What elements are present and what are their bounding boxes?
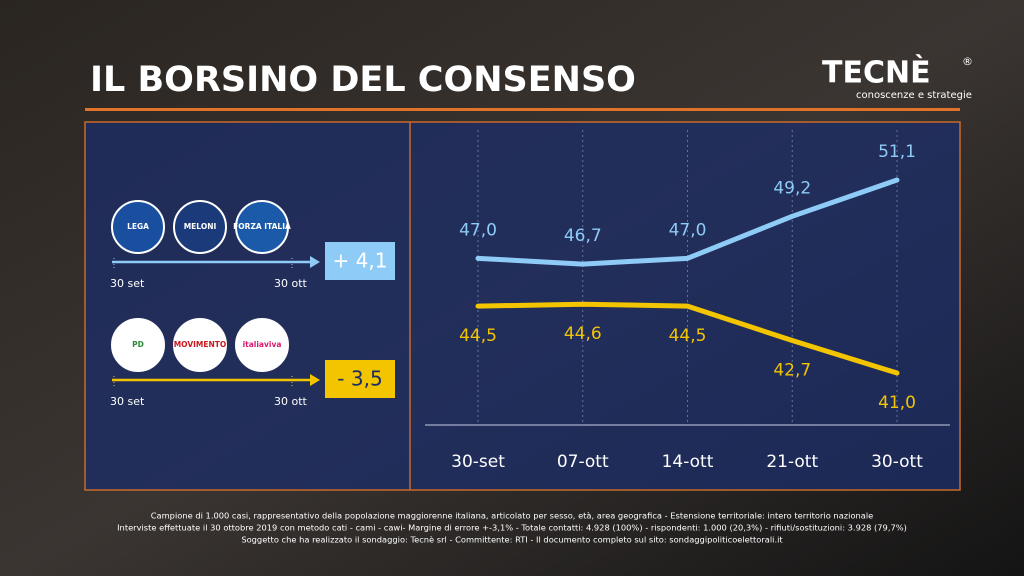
- x-tick-label: 30-set: [451, 452, 505, 472]
- data-label: 46,7: [564, 226, 602, 246]
- title-rule: [85, 108, 960, 111]
- party-logo: [173, 318, 227, 372]
- brand-mark: ®: [962, 55, 973, 68]
- footer-line: Soggetto che ha realizzato il sondaggio:…: [241, 535, 783, 545]
- arrow-head: [310, 256, 320, 268]
- data-label: 49,2: [773, 178, 811, 198]
- data-label: 47,0: [669, 220, 707, 240]
- x-tick-label: 14-ott: [662, 452, 714, 472]
- party-name: italiaviva: [243, 340, 282, 349]
- footer: Campione di 1.000 casi, rappresentativo …: [117, 511, 907, 545]
- data-label: 44,5: [669, 326, 707, 346]
- party-logo: [235, 318, 289, 372]
- x-tick-label: 07-ott: [557, 452, 609, 472]
- series-line: [475, 301, 900, 376]
- change-box: [325, 242, 395, 280]
- footer-line: Campione di 1.000 casi, rappresentativo …: [151, 511, 874, 521]
- x-tick-label: 30-ott: [871, 452, 923, 472]
- party-name: PD: [132, 340, 144, 349]
- party-logo: [173, 200, 227, 254]
- data-label: 44,6: [564, 324, 602, 344]
- title: IL BORSINO DEL CONSENSO: [90, 60, 636, 100]
- data-label: 47,0: [459, 220, 497, 240]
- change-box: [325, 360, 395, 398]
- end-label: 30 ott: [274, 395, 308, 408]
- party-logo: [235, 200, 289, 254]
- brand-tagline: conoscenze e strategie: [856, 90, 972, 101]
- data-label: 41,0: [878, 393, 916, 413]
- data-label: 44,5: [459, 326, 497, 346]
- party-name: MELONI: [184, 222, 217, 231]
- series-line: [475, 177, 900, 267]
- change-value: - 3,5: [337, 367, 382, 391]
- data-label: 51,1: [878, 142, 916, 162]
- party-name: FORZA ITALIA: [233, 222, 291, 231]
- party-name: MOVIMENTO: [174, 340, 227, 349]
- chart: 30-set 07-ott 14-ott 21-ott 30-ott 47,0 46,7 47…: [451, 130, 923, 472]
- x-tick-label: 21-ott: [766, 452, 818, 472]
- coalitions: LEGA MELONI FORZA ITALIA 30 set 30 ott + 4,1 P…: [110, 200, 395, 408]
- footer-line: Interviste effettuate il 30 ottobre 2019…: [117, 523, 907, 533]
- start-label: 30 set: [110, 277, 145, 290]
- data-label: 42,7: [773, 361, 811, 381]
- brand: TECNÈ: [822, 55, 931, 91]
- start-label: 30 set: [110, 395, 145, 408]
- party-logo: [111, 318, 165, 372]
- arrow-head: [310, 374, 320, 386]
- end-label: 30 ott: [274, 277, 308, 290]
- party-name: LEGA: [127, 222, 149, 231]
- party-logo: [111, 200, 165, 254]
- change-value: + 4,1: [333, 249, 388, 273]
